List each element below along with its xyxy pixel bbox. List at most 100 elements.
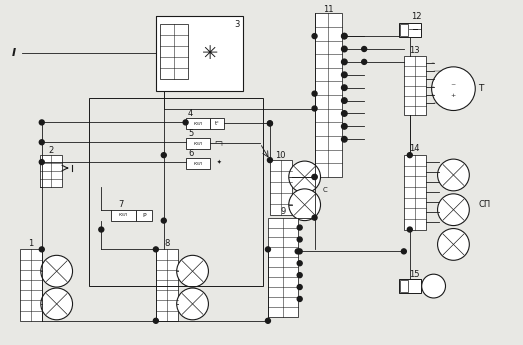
Text: T: T <box>478 84 484 93</box>
Circle shape <box>297 237 302 242</box>
Circle shape <box>161 218 166 223</box>
Text: 7: 7 <box>118 200 124 209</box>
Circle shape <box>438 159 469 191</box>
Circle shape <box>407 227 412 232</box>
Circle shape <box>342 85 347 90</box>
Circle shape <box>289 161 321 193</box>
Circle shape <box>312 175 317 179</box>
Circle shape <box>267 158 272 162</box>
Circle shape <box>153 318 158 323</box>
Text: КЗЛ: КЗЛ <box>119 213 128 217</box>
Circle shape <box>342 33 347 39</box>
Text: 13: 13 <box>410 47 420 56</box>
Circle shape <box>312 106 317 111</box>
Circle shape <box>297 261 302 266</box>
Bar <box>270 160 292 215</box>
Text: ⌐┐: ⌐┐ <box>214 139 224 145</box>
Circle shape <box>177 255 209 287</box>
Bar <box>210 118 224 129</box>
Circle shape <box>342 33 347 39</box>
Circle shape <box>297 249 302 254</box>
Text: 1: 1 <box>28 239 33 248</box>
Circle shape <box>312 175 317 179</box>
Circle shape <box>422 274 446 298</box>
Text: 10: 10 <box>276 151 286 160</box>
Text: ✳: ✳ <box>202 45 219 63</box>
Circle shape <box>342 59 347 65</box>
Bar <box>400 24 408 36</box>
Text: 4: 4 <box>188 109 193 118</box>
Bar <box>40 155 62 187</box>
Bar <box>268 218 298 317</box>
Circle shape <box>177 288 209 320</box>
Circle shape <box>342 98 347 104</box>
Circle shape <box>39 140 44 145</box>
Text: 3: 3 <box>234 20 240 29</box>
Text: Р: Р <box>142 213 146 218</box>
Text: КЗЛ: КЗЛ <box>194 161 202 166</box>
Text: 15: 15 <box>410 270 420 279</box>
Bar <box>20 249 42 321</box>
Text: 14: 14 <box>410 144 420 153</box>
Circle shape <box>438 194 469 226</box>
Text: 5: 5 <box>188 129 193 138</box>
Text: 8: 8 <box>164 239 169 248</box>
Circle shape <box>267 121 272 126</box>
Bar <box>156 16 243 91</box>
Bar <box>160 24 188 79</box>
Circle shape <box>39 120 44 125</box>
Text: С: С <box>323 187 327 193</box>
Bar <box>404 155 426 229</box>
Circle shape <box>431 67 475 110</box>
Bar <box>89 98 263 286</box>
Text: I: I <box>12 48 16 58</box>
Circle shape <box>312 33 317 39</box>
Circle shape <box>297 285 302 289</box>
Text: КЗЛ: КЗЛ <box>194 122 202 126</box>
Text: 11: 11 <box>323 5 334 14</box>
Bar <box>186 118 210 129</box>
Circle shape <box>407 152 412 158</box>
Circle shape <box>295 249 300 254</box>
Bar <box>314 13 343 177</box>
Circle shape <box>342 124 347 129</box>
Circle shape <box>297 296 302 302</box>
Text: 9: 9 <box>280 207 286 216</box>
Text: КЗЛ: КЗЛ <box>194 142 202 146</box>
Circle shape <box>342 72 347 78</box>
Circle shape <box>297 225 302 230</box>
Circle shape <box>41 255 73 287</box>
Circle shape <box>267 121 272 126</box>
Circle shape <box>401 249 406 254</box>
Text: ✦: ✦ <box>217 160 221 165</box>
Text: 12: 12 <box>412 12 422 21</box>
Circle shape <box>41 288 73 320</box>
Circle shape <box>39 247 44 252</box>
Circle shape <box>438 228 469 260</box>
Bar <box>186 138 210 149</box>
Text: +: + <box>451 93 456 98</box>
Bar <box>186 158 210 169</box>
Bar <box>111 210 136 220</box>
Circle shape <box>153 247 158 252</box>
Bar <box>399 23 420 37</box>
Circle shape <box>99 227 104 232</box>
Circle shape <box>342 137 347 142</box>
Bar <box>404 56 426 116</box>
Circle shape <box>342 111 347 116</box>
Circle shape <box>312 91 317 96</box>
Circle shape <box>342 46 347 52</box>
Bar <box>156 249 178 321</box>
Text: 2: 2 <box>48 146 53 155</box>
Text: СП: СП <box>478 200 491 209</box>
Circle shape <box>266 318 270 323</box>
Circle shape <box>39 160 44 165</box>
Circle shape <box>362 59 367 65</box>
Circle shape <box>312 215 317 220</box>
Circle shape <box>297 273 302 278</box>
Circle shape <box>161 152 166 158</box>
Bar <box>136 210 152 220</box>
Text: 6: 6 <box>188 149 194 158</box>
Text: ~: ~ <box>451 82 456 87</box>
Circle shape <box>266 247 270 252</box>
